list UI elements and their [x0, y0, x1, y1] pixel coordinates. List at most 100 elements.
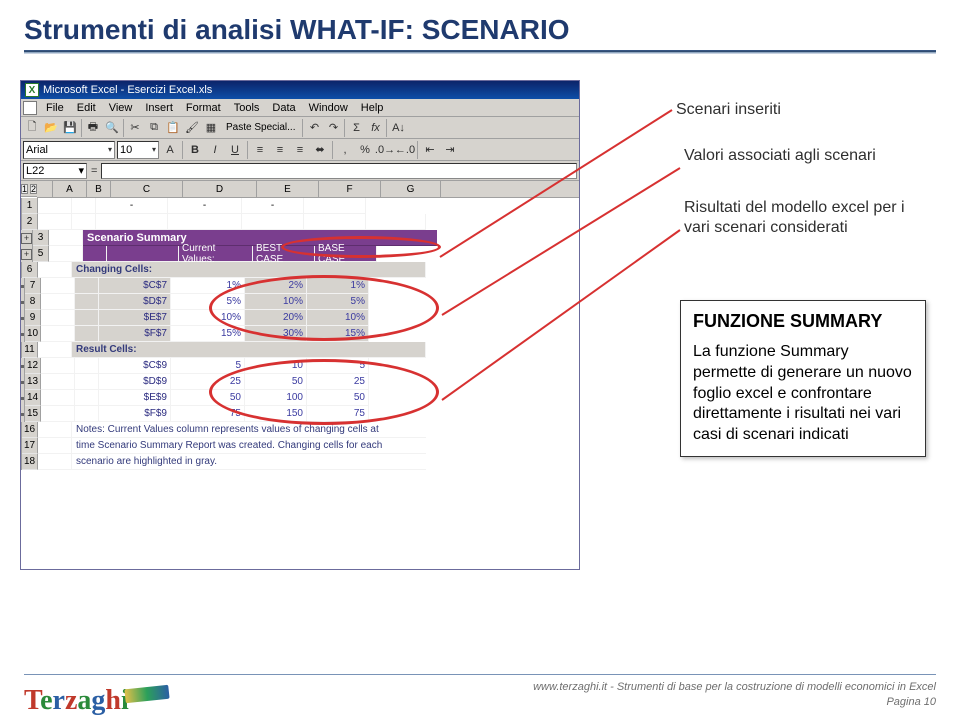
row-header[interactable]: 7	[25, 278, 41, 294]
excel-titlebar: X Microsoft Excel - Esercizi Excel.xls	[21, 81, 579, 99]
decrease-decimal-icon[interactable]: ←.0	[396, 141, 414, 159]
align-center-icon[interactable]: ≡	[271, 141, 289, 159]
increase-indent-icon[interactable]: ⇥	[441, 141, 459, 159]
outline-level-2-button[interactable]: 2	[30, 184, 37, 194]
font-size-value: 10	[120, 144, 132, 156]
notes-text: time Scenario Summary Report was created…	[72, 438, 426, 454]
row-header[interactable]: 14	[25, 390, 41, 406]
row-header[interactable]: 17	[22, 438, 38, 454]
menu-file[interactable]: File	[40, 101, 70, 115]
row-header[interactable]: 13	[25, 374, 41, 390]
col-b[interactable]: B	[87, 181, 111, 197]
row-header[interactable]: 18	[22, 454, 38, 470]
row-header[interactable]: 10	[25, 326, 41, 342]
menu-insert[interactable]: Insert	[139, 101, 179, 115]
format-painter-icon[interactable]: 🖌	[183, 119, 201, 137]
paste-special-button[interactable]: Paste Special...	[221, 119, 300, 137]
formula-bar: L22▾ =	[21, 161, 579, 181]
cell-value: 10%	[171, 310, 245, 326]
menubar: File Edit View Insert Format Tools Data …	[21, 99, 579, 117]
align-left-icon[interactable]: ≡	[251, 141, 269, 159]
align-right-icon[interactable]: ≡	[291, 141, 309, 159]
autosum-icon[interactable]: Σ	[347, 119, 365, 137]
underline-icon[interactable]: U	[226, 141, 244, 159]
cell-ref: $F$9	[99, 406, 171, 422]
percent-icon[interactable]: %	[356, 141, 374, 159]
undo-icon[interactable]: ↶	[305, 119, 323, 137]
open-icon[interactable]: 📂	[42, 119, 60, 137]
merge-icon[interactable]: ⬌	[311, 141, 329, 159]
sheet-icon	[23, 101, 37, 115]
formula-input[interactable]	[101, 163, 577, 179]
font-style-icon[interactable]: A	[161, 141, 179, 159]
col-f[interactable]: F	[319, 181, 381, 197]
row-11-header[interactable]: 11	[22, 342, 38, 358]
cell-value: 5%	[307, 294, 369, 310]
column-headers: A B C D E F G	[37, 181, 579, 198]
bold-icon[interactable]: B	[186, 141, 204, 159]
outline-header[interactable]: 1 2	[21, 181, 37, 197]
sort-asc-icon[interactable]: A↓	[389, 119, 407, 137]
row-header[interactable]: 8	[25, 294, 41, 310]
cell-value: 15%	[171, 326, 245, 342]
cell-value: 25	[307, 374, 369, 390]
cell-value: 1%	[171, 278, 245, 294]
menu-format[interactable]: Format	[180, 101, 227, 115]
outline-expand-button[interactable]	[21, 230, 33, 246]
menu-help[interactable]: Help	[355, 101, 390, 115]
paste-icon[interactable]: 📋	[164, 119, 182, 137]
slide-title: Strumenti di analisi WHAT-IF: SCENARIO	[0, 0, 960, 46]
dash-e: -	[168, 198, 242, 214]
hdr-base: BASE CASE	[315, 246, 377, 262]
cell-value: 50	[245, 374, 307, 390]
equals-label: =	[91, 165, 97, 177]
col-e[interactable]: E	[257, 181, 319, 197]
clipboard-icon[interactable]: ▦	[202, 119, 220, 137]
font-size-dropdown[interactable]: 10▾	[117, 141, 159, 159]
dash-f: -	[242, 198, 304, 214]
italic-icon[interactable]: I	[206, 141, 224, 159]
dash-d: -	[96, 198, 168, 214]
cut-icon[interactable]: ✂	[126, 119, 144, 137]
font-name-value: Arial	[26, 144, 48, 156]
outline-expand-button[interactable]	[21, 246, 33, 262]
fx-icon[interactable]: fx	[366, 119, 384, 137]
row-2-header[interactable]: 2	[22, 214, 38, 230]
preview-icon[interactable]: 🔍	[103, 119, 121, 137]
row-header[interactable]: 9	[25, 310, 41, 326]
row-3-header[interactable]: 3	[33, 230, 49, 246]
outline-level-1-button[interactable]: 1	[21, 184, 28, 194]
col-a[interactable]: A	[53, 181, 87, 197]
menu-data[interactable]: Data	[266, 101, 301, 115]
hdr-current: Current Values:	[179, 246, 253, 262]
name-box[interactable]: L22▾	[23, 163, 87, 179]
funcbox-body: La funzione Summary permette di generare…	[693, 342, 913, 446]
formatting-toolbar: Arial▾ 10▾ A B I U ≡ ≡ ≡ ⬌ , % .0→ ←.0 ⇤…	[21, 139, 579, 161]
row-1-header[interactable]: 1	[22, 198, 38, 214]
decrease-indent-icon[interactable]: ⇤	[421, 141, 439, 159]
row-header[interactable]: 12	[25, 358, 41, 374]
col-d[interactable]: D	[183, 181, 257, 197]
menu-edit[interactable]: Edit	[71, 101, 102, 115]
row-5-header[interactable]: 5	[33, 246, 49, 262]
save-icon[interactable]: 💾	[61, 119, 79, 137]
new-icon[interactable]: 🗋	[23, 119, 41, 137]
col-g[interactable]: G	[381, 181, 441, 197]
row-header[interactable]: 15	[25, 406, 41, 422]
row-header[interactable]: 16	[22, 422, 38, 438]
row-6-header[interactable]: 6	[22, 262, 38, 278]
increase-decimal-icon[interactable]: .0→	[376, 141, 394, 159]
print-icon[interactable]: 🖶	[84, 119, 102, 137]
menu-window[interactable]: Window	[303, 101, 354, 115]
title-underline	[24, 50, 936, 53]
menu-tools[interactable]: Tools	[228, 101, 266, 115]
menu-view[interactable]: View	[103, 101, 139, 115]
redo-icon[interactable]: ↷	[324, 119, 342, 137]
copy-icon[interactable]: ⧉	[145, 119, 163, 137]
terzaghi-logo: Terzaghi	[24, 685, 169, 717]
cell-ref: $F$7	[99, 326, 171, 342]
font-name-dropdown[interactable]: Arial▾	[23, 141, 115, 159]
col-c[interactable]: C	[111, 181, 183, 197]
footer-text: www.terzaghi.it - Strumenti di base per …	[533, 680, 936, 709]
comma-icon[interactable]: ,	[336, 141, 354, 159]
